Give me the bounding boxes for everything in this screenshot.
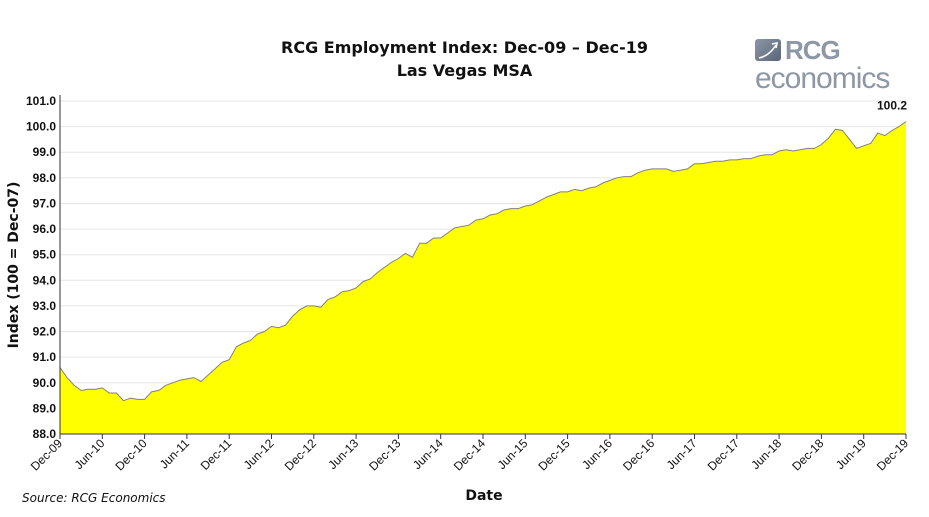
y-tick-label: 92.0 (33, 325, 57, 339)
chart-title: RCG Employment Index: Dec-09 – Dec-19 (281, 38, 648, 57)
y-tick-label: 93.0 (33, 299, 57, 313)
x-tick-label: Jun-11 (157, 436, 192, 471)
y-tick-label: 96.0 (33, 222, 57, 236)
x-tick-label: Jun-13 (325, 436, 361, 472)
y-tick-label: 90.0 (33, 376, 57, 390)
y-tick-label: 100.0 (26, 120, 56, 134)
x-tick-label: Jun-12 (241, 436, 277, 472)
x-tick-label: Dec-19 (874, 436, 911, 473)
x-tick-label: Dec-17 (705, 436, 742, 473)
x-tick-label: Jun-10 (72, 436, 108, 472)
y-axis-label: Index (100 = Dec-07) (6, 182, 22, 349)
x-tick-label: Dec-10 (112, 436, 149, 473)
x-tick-label: Jun-18 (748, 436, 784, 472)
x-tick-label: Dec-15 (535, 436, 572, 473)
y-tick-label: 95.0 (33, 248, 57, 262)
x-tick-label: Dec-09 (28, 436, 65, 473)
chart-subtitle: Las Vegas MSA (396, 61, 533, 80)
x-tick-label: Dec-16 (620, 436, 657, 473)
x-axis-label: Date (465, 488, 502, 504)
y-tick-label: 91.0 (33, 350, 57, 364)
x-tick-label: Jun-15 (495, 436, 531, 472)
x-tick-label: Jun-16 (579, 436, 615, 472)
logo-economics: economics (755, 62, 890, 95)
series-line (59, 121, 907, 402)
y-tick-label: 99.0 (33, 145, 57, 159)
x-tick-label: Dec-14 (451, 436, 488, 473)
y-tick-label: 88.0 (33, 427, 57, 441)
x-tick-label: Jun-17 (664, 436, 700, 472)
rcg-logo: RCG economics (755, 35, 905, 95)
y-tick-label: 98.0 (33, 171, 57, 185)
logo-rcg: RCG (785, 35, 841, 65)
source-note: Source: RCG Economics (22, 491, 166, 505)
x-tick-label: Dec-18 (789, 436, 826, 473)
area-series (60, 121, 906, 434)
x-tick-label: Dec-11 (198, 436, 235, 473)
x-tick-label: Dec-13 (366, 436, 403, 473)
y-tick-label: 89.0 (33, 401, 57, 415)
x-tick-label: Dec-12 (282, 436, 319, 473)
arrow-logo-icon (755, 39, 781, 61)
y-tick-label: 101.0 (26, 94, 56, 108)
last-value-label: 100.2 (877, 98, 907, 112)
y-tick-label: 97.0 (33, 196, 57, 210)
x-tick-label: Jun-19 (833, 436, 869, 472)
x-tick-label: Jun-14 (410, 436, 446, 472)
y-tick-label: 94.0 (33, 273, 57, 287)
